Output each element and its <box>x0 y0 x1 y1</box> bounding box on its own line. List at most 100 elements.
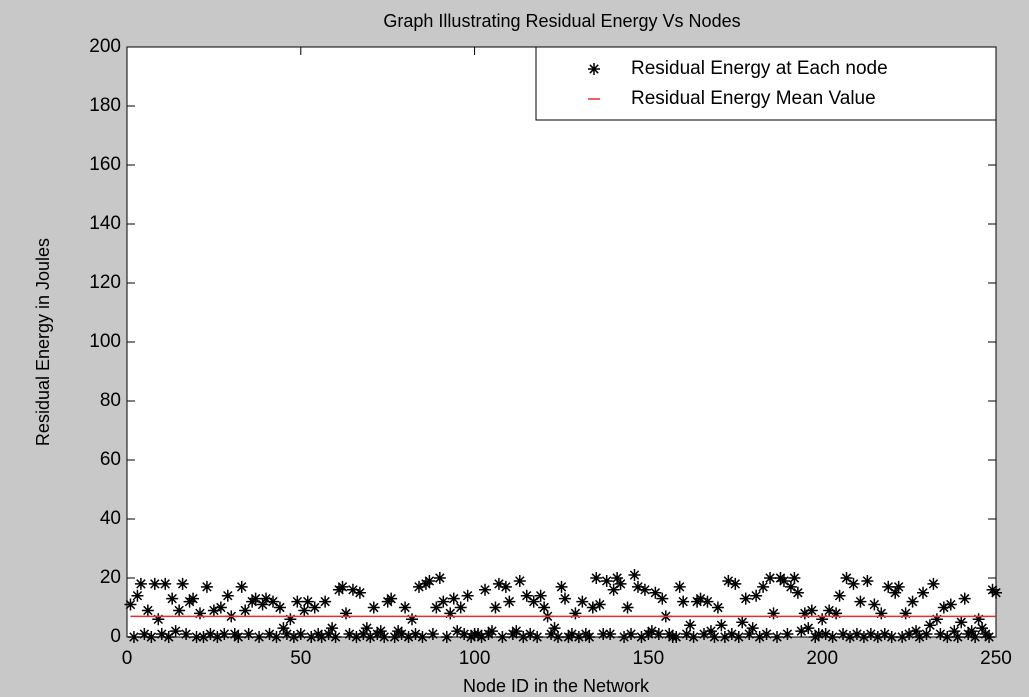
point <box>360 622 373 635</box>
point <box>597 628 610 641</box>
point <box>656 592 669 605</box>
point <box>266 595 279 608</box>
point <box>864 628 877 641</box>
point <box>565 628 578 641</box>
point <box>260 592 273 605</box>
point <box>263 628 276 641</box>
point <box>440 631 453 643</box>
point <box>840 572 853 584</box>
point <box>767 607 780 620</box>
legend-symbol <box>588 63 600 75</box>
point <box>124 598 137 611</box>
point <box>844 631 857 643</box>
point <box>193 607 206 620</box>
chart-title: Graph Illustrating Residual Energy Vs No… <box>383 11 740 31</box>
point <box>211 631 224 643</box>
plot-area <box>127 47 996 637</box>
point <box>788 572 801 584</box>
point <box>906 595 919 608</box>
point <box>385 592 398 605</box>
point <box>652 628 665 641</box>
point <box>336 580 349 593</box>
point <box>826 631 839 643</box>
point <box>357 628 370 641</box>
point <box>517 631 530 643</box>
y-tick-label: 120 <box>89 272 121 293</box>
point <box>187 592 200 605</box>
point <box>527 595 540 608</box>
point <box>461 589 474 602</box>
point <box>750 589 763 602</box>
point <box>388 631 401 643</box>
point <box>882 580 895 593</box>
point <box>631 580 644 593</box>
point <box>944 598 957 611</box>
point <box>134 577 147 590</box>
point <box>684 619 697 632</box>
point <box>430 601 443 614</box>
point <box>711 601 724 614</box>
point <box>903 628 916 641</box>
point <box>934 628 947 641</box>
point <box>343 628 356 641</box>
point <box>677 595 690 608</box>
point <box>576 595 589 608</box>
point <box>496 631 509 643</box>
point <box>635 631 648 643</box>
point <box>378 631 391 643</box>
point <box>732 631 745 643</box>
point <box>308 601 321 614</box>
point <box>402 631 415 643</box>
point <box>239 604 252 617</box>
point <box>878 628 891 641</box>
point <box>969 631 982 643</box>
point <box>200 580 213 593</box>
point <box>823 604 836 617</box>
point <box>951 631 964 643</box>
point <box>593 598 606 611</box>
point <box>837 628 850 641</box>
point <box>976 622 989 635</box>
point <box>426 628 439 641</box>
point <box>937 601 950 614</box>
point <box>444 607 457 620</box>
point <box>162 631 175 643</box>
point <box>447 592 460 605</box>
point <box>301 595 314 608</box>
point <box>524 628 537 641</box>
point <box>353 586 366 599</box>
point <box>802 622 815 635</box>
point <box>757 580 770 593</box>
point <box>687 631 700 643</box>
point <box>277 622 290 635</box>
y-axis-label: Residual Energy in Joules <box>33 238 53 446</box>
y-tick-label: 40 <box>100 508 121 529</box>
point <box>548 622 561 635</box>
point <box>204 628 217 641</box>
point <box>152 613 165 626</box>
point <box>159 577 172 590</box>
point <box>941 631 954 643</box>
point <box>614 577 627 590</box>
y-tick-label: 160 <box>89 154 121 175</box>
point <box>958 592 971 605</box>
point <box>499 580 512 593</box>
point <box>235 580 248 593</box>
point <box>708 631 721 643</box>
point <box>138 628 151 641</box>
x-tick-label: 50 <box>290 648 311 669</box>
point <box>218 628 231 641</box>
point <box>423 574 436 587</box>
point <box>868 598 881 611</box>
point <box>628 569 641 582</box>
point <box>819 628 832 641</box>
y-tick-label: 140 <box>89 213 121 234</box>
point <box>927 577 940 590</box>
y-tick-label: 60 <box>100 449 121 470</box>
point <box>433 572 446 584</box>
point <box>871 631 884 643</box>
x-tick-label: 250 <box>980 648 1012 669</box>
point <box>510 625 523 638</box>
